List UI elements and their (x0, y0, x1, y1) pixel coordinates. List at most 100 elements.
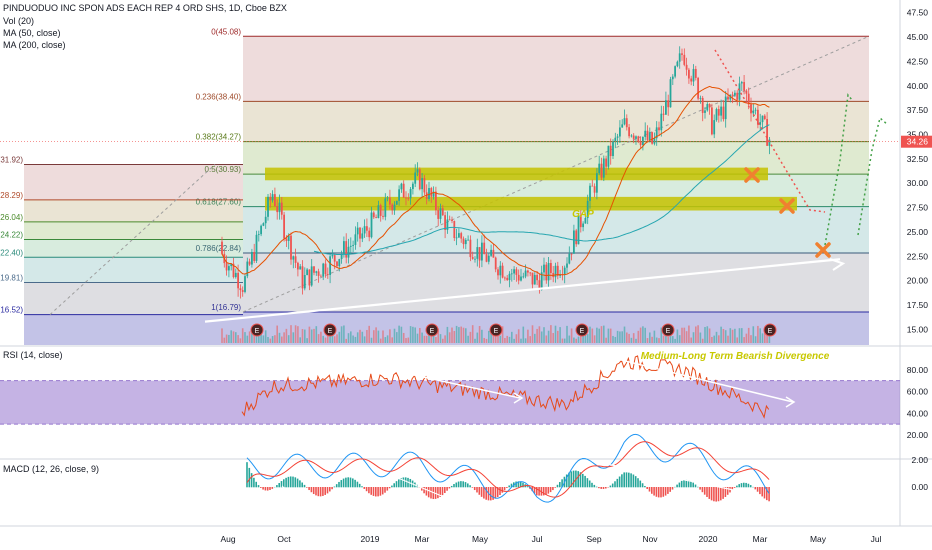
macd-histogram-bar (588, 480, 591, 488)
macd-histogram-bar (370, 487, 372, 495)
volume-bar (386, 335, 389, 343)
time-axis-tick: Oct (277, 534, 291, 544)
candle-body (412, 183, 414, 190)
volume-bar (632, 333, 635, 343)
volume-bar (506, 335, 508, 343)
volume-bar (400, 326, 403, 343)
macd-histogram-bar (439, 487, 441, 497)
macd-histogram-bar (437, 487, 439, 499)
macd-pane-label[interactable]: MACD (12, 26, close, 9) (3, 464, 100, 474)
macd-histogram-bar (441, 487, 444, 496)
candle-body (738, 83, 741, 100)
macd-histogram-bar (450, 485, 453, 488)
volume-bar (520, 338, 522, 343)
candle-body (550, 262, 552, 273)
volume-bar (614, 336, 617, 343)
time-axis-tick: 2019 (361, 534, 380, 544)
volume-bar (419, 327, 421, 343)
volume-bar (584, 329, 587, 343)
candle-body (262, 223, 265, 226)
candle-body (349, 245, 352, 247)
candle-body (637, 136, 640, 142)
macd-histogram-bar (363, 487, 366, 489)
macd-histogram-bar (611, 483, 614, 488)
volume-bar (536, 328, 538, 343)
macd-histogram-bar (476, 487, 478, 493)
volume-bar (619, 331, 621, 343)
macd-histogram-bar (749, 485, 752, 488)
volume-bar (718, 335, 720, 343)
ma50-indicator-label[interactable]: MA (50, close) (3, 28, 61, 38)
macd-histogram-bar (743, 482, 745, 488)
time-axis-tick: May (810, 534, 827, 544)
volume-bar (704, 327, 706, 343)
candle-body (430, 188, 433, 197)
volume-indicator-label[interactable]: Vol (20) (3, 16, 35, 26)
candle-body (734, 92, 736, 96)
volume-bar (458, 327, 460, 343)
macd-histogram-bar (618, 476, 621, 488)
volume-bar (478, 326, 481, 343)
candle-body (306, 269, 308, 275)
fib-left-label: 1(16.52) (0, 306, 23, 315)
macd-histogram-bar (768, 487, 770, 502)
rsi-pane-label[interactable]: RSI (14, close) (3, 350, 63, 360)
macd-histogram-bar (381, 487, 384, 495)
volume-bar (310, 329, 313, 343)
macd-histogram-bar (644, 485, 646, 488)
candle-body (490, 249, 492, 256)
candle-body (462, 238, 465, 245)
volume-bar (662, 335, 665, 343)
candle-body (257, 234, 260, 235)
macd-histogram-bar (490, 487, 492, 501)
price-axis-tick: 17.50 (907, 300, 929, 310)
candle-body (750, 104, 752, 114)
macd-histogram-bar (680, 480, 683, 488)
macd-histogram-bar (427, 487, 430, 498)
volume-bar (738, 328, 741, 343)
candle-body (600, 163, 603, 178)
macd-histogram-bar (306, 487, 308, 488)
macd-histogram-bar (717, 487, 720, 502)
earnings-marker-label: E (328, 328, 333, 335)
candle-body (435, 191, 437, 211)
candle-body (386, 197, 389, 199)
volume-bar (276, 325, 278, 343)
candle-body (651, 132, 653, 144)
candle-body (246, 261, 249, 277)
volume-bar (607, 328, 610, 343)
candle-body (671, 76, 674, 80)
macd-histogram-bar (340, 480, 343, 488)
macd-histogram-bar (522, 482, 524, 488)
candle-body (563, 267, 566, 275)
volume-bar (692, 332, 695, 343)
volume-bar (232, 331, 235, 343)
volume-bar (637, 330, 640, 343)
fib-left-label: 0(31.92) (0, 156, 23, 165)
volume-bar (722, 329, 725, 343)
candle-body (609, 145, 612, 157)
volume-bar (724, 330, 727, 343)
candle-body (453, 220, 456, 238)
volume-bar (439, 334, 442, 343)
volume-bar (384, 337, 387, 343)
macd-histogram-bar (464, 482, 467, 488)
volume-bar (754, 336, 757, 343)
volume-bar (524, 338, 527, 343)
ma200-indicator-label[interactable]: MA (200, close) (3, 40, 66, 50)
candle-body (409, 189, 412, 199)
volume-bar (508, 336, 511, 343)
macd-histogram-bar (312, 487, 315, 495)
macd-histogram-bar (731, 487, 734, 491)
candle-body (591, 185, 594, 187)
volume-bar (260, 333, 262, 343)
candle-body (754, 109, 757, 111)
volume-bar (359, 329, 361, 343)
macd-histogram-bar (467, 483, 469, 488)
candle-body (607, 145, 610, 167)
volume-bar (628, 333, 630, 343)
volume-bar (428, 333, 430, 343)
price-axis-tick: 27.50 (907, 203, 929, 213)
